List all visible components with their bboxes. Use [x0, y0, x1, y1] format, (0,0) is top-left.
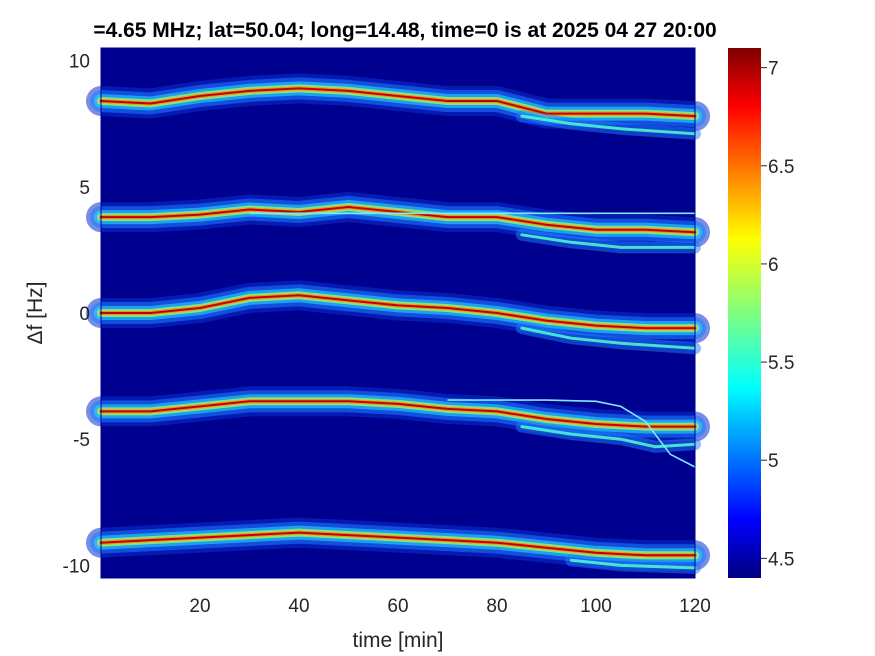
y-axis-ticks: 10 5 0 -5 -10	[63, 52, 90, 578]
plot-area	[86, 47, 710, 579]
trace-band-1-layer-5	[100, 206, 696, 234]
x-tick-label: 20	[189, 596, 210, 617]
colorbar-tick-label: 5.5	[768, 353, 794, 374]
y-tick-label: -10	[63, 556, 90, 577]
trace-band-4-layer-5	[100, 531, 696, 557]
x-axis-ticks: 20 40 60 80 100 120	[189, 572, 711, 617]
y-tick-label: 0	[79, 304, 90, 325]
colorbar-tick-label: 4.5	[768, 549, 794, 570]
secondary-trace-3	[520, 425, 697, 449]
secondary-trace-1	[520, 233, 697, 249]
colorbar-tick-label: 6	[768, 255, 779, 276]
secondary-trace-4	[569, 558, 697, 570]
y-axis-label: Δf [Hz]	[24, 281, 47, 344]
x-tick-label: 80	[486, 596, 507, 617]
heatmap-traces	[86, 73, 710, 574]
colorbar-tick-label: 6.5	[768, 157, 794, 178]
trace-band-2-layer-5	[100, 294, 696, 330]
trace-band-0-layer-5	[100, 87, 696, 118]
x-tick-label: 120	[679, 596, 711, 617]
y-tick-label: -5	[73, 430, 90, 451]
secondary-trace-2	[520, 326, 697, 350]
chart-title: =4.65 MHz; lat=50.04; long=14.48, time=0…	[93, 19, 716, 42]
y-tick-label: 5	[79, 178, 90, 199]
trace-band-3-layer-5	[100, 400, 696, 428]
secondary-trace-0	[520, 114, 697, 136]
y-tick-label: 10	[69, 52, 90, 73]
x-axis-label: time [min]	[352, 629, 443, 652]
x-tick-label: 100	[580, 596, 612, 617]
x-tick-label: 40	[288, 596, 309, 617]
colorbar-tick-label: 7	[768, 59, 779, 80]
flat-line-1	[447, 399, 696, 468]
colorbar-ticks: 7 6.5 6 5.5 5 4.5	[761, 59, 794, 570]
colorbar-tick-label: 5	[768, 451, 779, 472]
x-tick-label: 60	[387, 596, 408, 617]
colorbar	[728, 48, 761, 578]
